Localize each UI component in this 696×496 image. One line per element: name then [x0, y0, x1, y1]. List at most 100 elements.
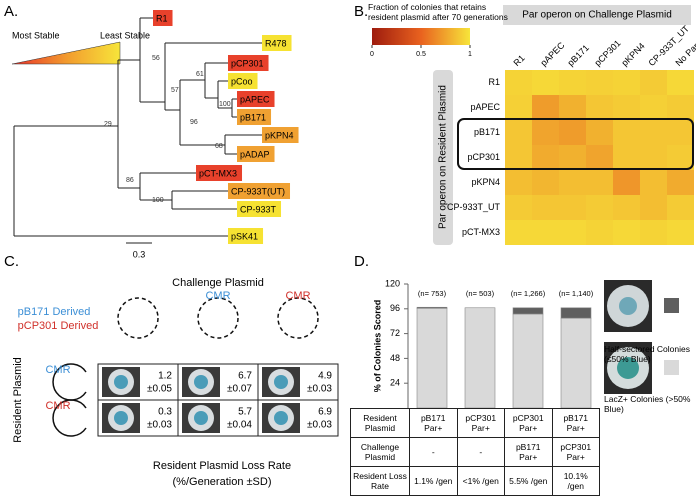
table-row: Resident PlasmidpB171 Par+pCP301 Par+pCP…	[351, 409, 600, 438]
y-category: CP-933T_UT	[447, 202, 501, 212]
y-category: pCT-MX3	[462, 227, 500, 237]
tip-label: pCoo	[231, 76, 253, 86]
bootstrap: 100	[152, 197, 164, 204]
colony-photo	[194, 375, 208, 389]
bar-segment	[561, 318, 591, 408]
y-tick-label: 120	[385, 278, 400, 288]
heat-cell	[505, 70, 532, 95]
panel-label: A.	[4, 3, 18, 20]
bar-segment	[465, 308, 495, 408]
tip-label: pAPEC	[240, 94, 270, 104]
colony-photo	[274, 411, 288, 425]
loss-rate: 4.9	[318, 371, 332, 382]
heat-cell	[532, 70, 559, 95]
heat-cell	[532, 120, 559, 145]
legend-least: Least Stable	[100, 30, 150, 40]
rate-table: 1.2±0.056.7±0.074.9±0.030.3±0.035.7±0.04…	[98, 364, 338, 436]
row-title: Resident Plasmid	[12, 357, 24, 443]
tip-label: CP-933T(UT)	[231, 186, 285, 196]
bar-label: (n= 753)	[418, 289, 447, 298]
colorbar-tick-label: 0.5	[416, 51, 426, 58]
table-cell: pB171 Par+	[410, 409, 458, 438]
heat-cell	[532, 145, 559, 170]
table-row: Resident Loss Rate1.1% /gen<1% /gen5.5% …	[351, 467, 600, 496]
bootstrap: 68	[215, 143, 223, 150]
legend-swatch	[664, 298, 679, 313]
heat-cell	[640, 120, 667, 145]
row-header: CMR	[45, 400, 70, 412]
y-tick-label: 96	[390, 303, 400, 313]
x-category: No Par	[674, 41, 696, 68]
bootstrap: 56	[152, 55, 160, 62]
heat-cell	[667, 120, 694, 145]
heat-cell	[532, 170, 559, 195]
table-cell: pCP301 Par+	[552, 438, 600, 467]
heatmap	[505, 70, 694, 245]
panel-label: B.	[354, 3, 368, 20]
tip-label: CP-933T	[240, 204, 277, 214]
tip-label: pCT-MX3	[199, 168, 237, 178]
heat-cell	[505, 120, 532, 145]
heat-cell	[613, 120, 640, 145]
bootstrap: 86	[126, 177, 134, 184]
x-category: pCP301	[593, 38, 623, 68]
plasmid-icons	[118, 298, 318, 338]
table-cell: pB171 Par+	[505, 438, 553, 467]
footer: Resident Plasmid Loss Rate	[153, 460, 291, 472]
heat-cell	[667, 195, 694, 220]
bar-segment	[417, 308, 447, 408]
y-category: R1	[488, 77, 500, 87]
table-cell: -	[410, 438, 458, 467]
x-category: pKPN4	[620, 41, 647, 68]
colony-photo	[194, 411, 208, 425]
y-category: pB171	[474, 127, 500, 137]
heat-cell	[613, 70, 640, 95]
loss-sd: ±0.07	[227, 384, 252, 395]
table-cell: pCP301 Par+	[505, 409, 553, 438]
loss-sd: ±0.04	[227, 420, 252, 431]
loss-rate: 6.7	[238, 371, 252, 382]
tip-label: pADAP	[240, 149, 270, 159]
bootstrap: 61	[196, 71, 204, 78]
colorbar	[372, 28, 470, 45]
x-category: R1	[512, 53, 527, 68]
colorbar-tick-label: 0	[370, 51, 374, 58]
heat-cell	[505, 145, 532, 170]
loss-sd: ±0.03	[307, 384, 332, 395]
table-cell: Resident Loss Rate	[351, 467, 410, 496]
x-category: pAPEC	[539, 40, 567, 68]
legend-text: LacZ+ Colonies (>50% Blue)	[604, 394, 696, 414]
legend-red: pCP301 Derived	[18, 320, 99, 332]
heat-cell	[586, 170, 613, 195]
loss-rate: 5.7	[238, 407, 252, 418]
heat-cell	[640, 170, 667, 195]
heat-cell	[559, 220, 586, 245]
heat-cell	[667, 95, 694, 120]
row-header: CMR	[45, 364, 70, 376]
table-cell: pB171 Par+	[552, 409, 600, 438]
heat-cell	[559, 95, 586, 120]
tip-label: R478	[265, 38, 287, 48]
tip-label: pCP301	[231, 58, 264, 68]
heat-cell	[505, 170, 532, 195]
table-cell: <1% /gen	[457, 467, 505, 496]
bar-segment	[561, 308, 591, 318]
heat-cell	[586, 195, 613, 220]
loss-rate: 1.2	[158, 371, 172, 382]
heat-cell	[505, 195, 532, 220]
condition-table: Resident PlasmidpB171 Par+pCP301 Par+pCP…	[350, 408, 600, 496]
heat-cell	[667, 220, 694, 245]
tip-label: pB171	[240, 112, 266, 122]
col-header: CMR	[285, 290, 310, 302]
heat-cell	[532, 220, 559, 245]
tip-label: R1	[156, 13, 168, 23]
panel-label: D.	[354, 253, 369, 270]
heat-cell	[586, 70, 613, 95]
heat-cell	[586, 95, 613, 120]
y-axis-label: % of Colonies Scored	[372, 300, 382, 393]
scale-label: 0.3	[133, 249, 146, 259]
bootstrap: 57	[171, 87, 179, 94]
heat-cell	[667, 170, 694, 195]
heat-cell	[559, 195, 586, 220]
